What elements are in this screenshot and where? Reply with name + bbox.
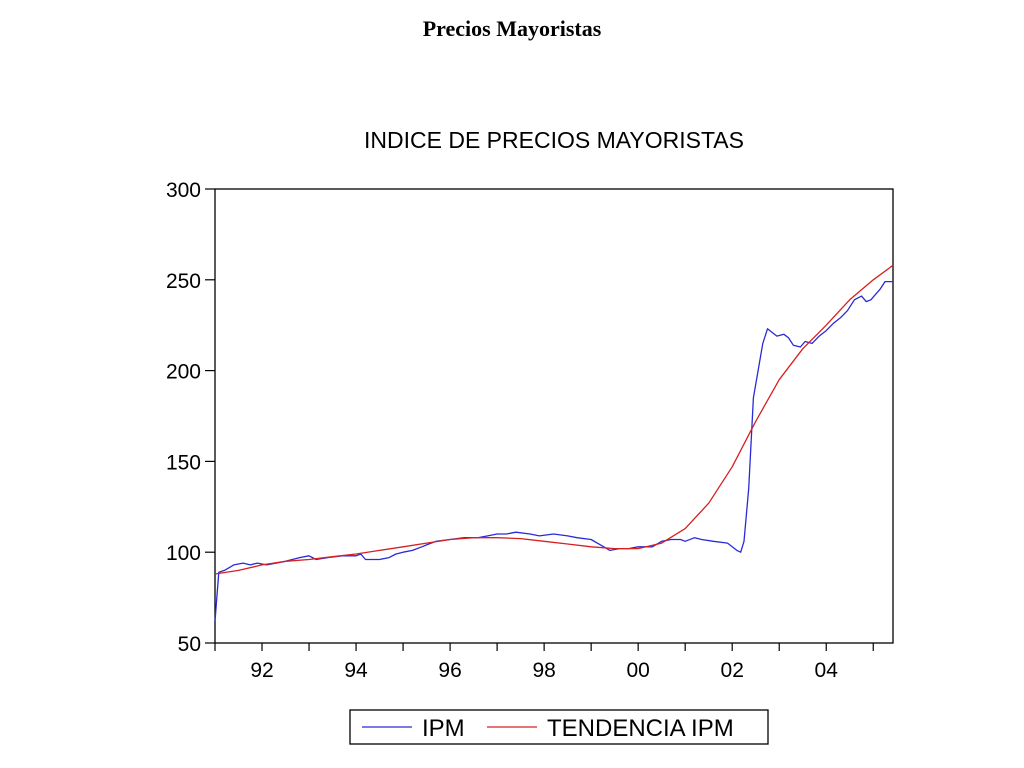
page-title: Precios Mayoristas	[422, 16, 602, 41]
y-axis: 50 100 150 200 250 300	[166, 179, 215, 656]
x-tick-label: 92	[250, 659, 273, 682]
y-tick-label: 50	[178, 633, 201, 656]
y-tick-label: 200	[166, 361, 201, 384]
series-line-ipm	[214, 280, 893, 622]
legend: IPM TENDENCIA IPM	[349, 709, 769, 745]
x-tick-label: 00	[626, 659, 649, 682]
x-tick-label: 96	[438, 659, 461, 682]
y-tick-label: 150	[166, 451, 201, 474]
legend-label-tendencia-ipm: TENDENCIA IPM	[547, 715, 734, 742]
legend-label-ipm: IPM	[422, 715, 465, 742]
y-tick-label: 250	[166, 270, 201, 293]
x-tick-label: 02	[721, 659, 744, 682]
x-axis: 92 94 96 98 00 02 04	[214, 643, 874, 682]
y-tick-label: 100	[166, 542, 201, 565]
series-line-tendencia-ipm	[214, 264, 894, 575]
chart-title: INDICE DE PRECIOS MAYORISTAS	[364, 127, 744, 153]
y-tick-label: 300	[166, 179, 201, 202]
x-tick-label: 04	[815, 659, 839, 682]
series-layer	[214, 264, 894, 622]
x-tick-label: 98	[532, 659, 555, 682]
x-tick-label: 94	[344, 659, 368, 682]
plot-frame	[214, 188, 894, 644]
legend-box	[349, 709, 769, 745]
